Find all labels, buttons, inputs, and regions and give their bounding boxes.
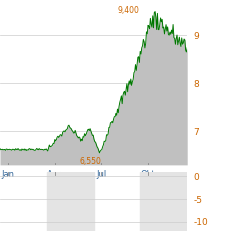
Text: -5: -5 [193,195,203,204]
Bar [47,172,94,231]
Text: 7: 7 [193,127,199,136]
Text: 6,550: 6,550 [79,157,101,166]
Text: Jan: Jan [1,170,14,178]
Text: -10: -10 [193,217,208,226]
Text: Apr: Apr [47,170,62,178]
Text: 8: 8 [193,79,199,88]
Text: Okt: Okt [141,170,156,178]
Text: 9,400: 9,400 [117,6,139,15]
Text: 9: 9 [193,31,199,40]
Text: Jul: Jul [96,170,107,178]
Text: 0: 0 [193,172,199,181]
Bar [140,172,187,231]
